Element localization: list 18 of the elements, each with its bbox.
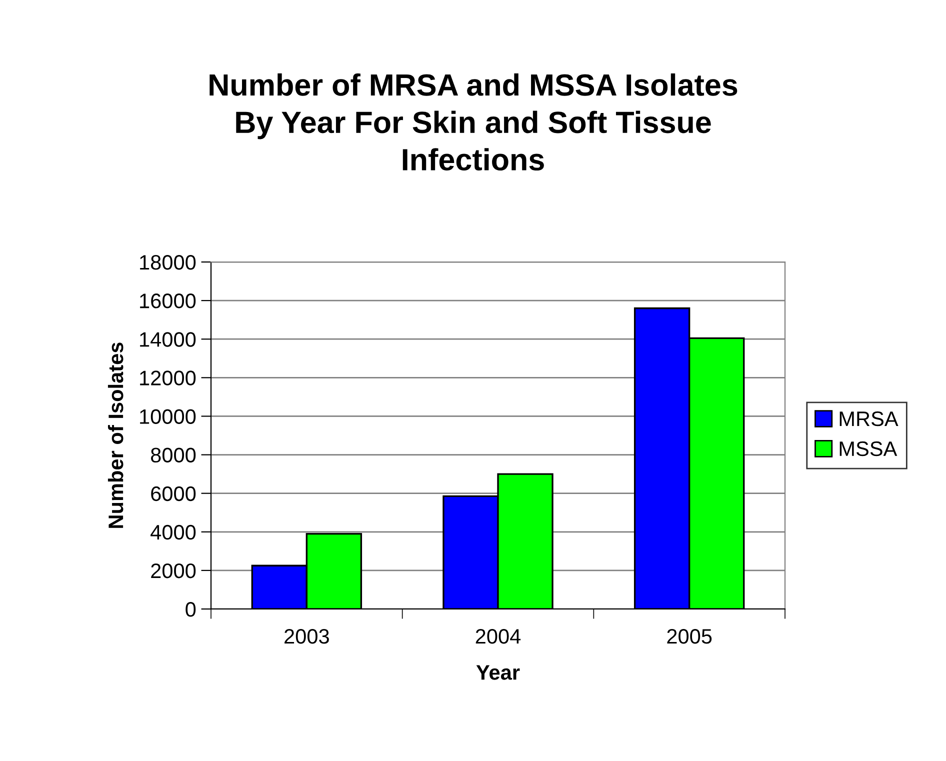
y-tick-label: 18000	[140, 255, 196, 270]
chart-title: Number of MRSA and MSSA Isolates By Year For Skin and Soft Tissue Infections	[210, 73, 738, 171]
y-tick-label: 8000	[150, 448, 196, 463]
y-tick-label: 12000	[140, 370, 196, 386]
y-tick-label: 16000	[140, 294, 196, 308]
legend-label: MRSA	[840, 411, 898, 426]
y-tick-label: 0	[186, 602, 196, 617]
y-tick-label: 2000	[151, 563, 196, 578]
x-tick-label: 2005	[667, 628, 712, 644]
x-tick-label: 2003	[284, 628, 329, 644]
legend-label: MSSA	[840, 441, 898, 456]
y-tick-label: 10000	[140, 409, 196, 424]
y-tick-label: 4000	[150, 524, 196, 540]
y-tick-label: 14000	[140, 332, 196, 347]
y-axis-title: Number of Isolates	[108, 342, 124, 528]
x-tick-label: 2004	[476, 628, 521, 644]
y-tick-label: 6000	[151, 486, 196, 502]
x-axis-title: Year	[476, 665, 520, 680]
